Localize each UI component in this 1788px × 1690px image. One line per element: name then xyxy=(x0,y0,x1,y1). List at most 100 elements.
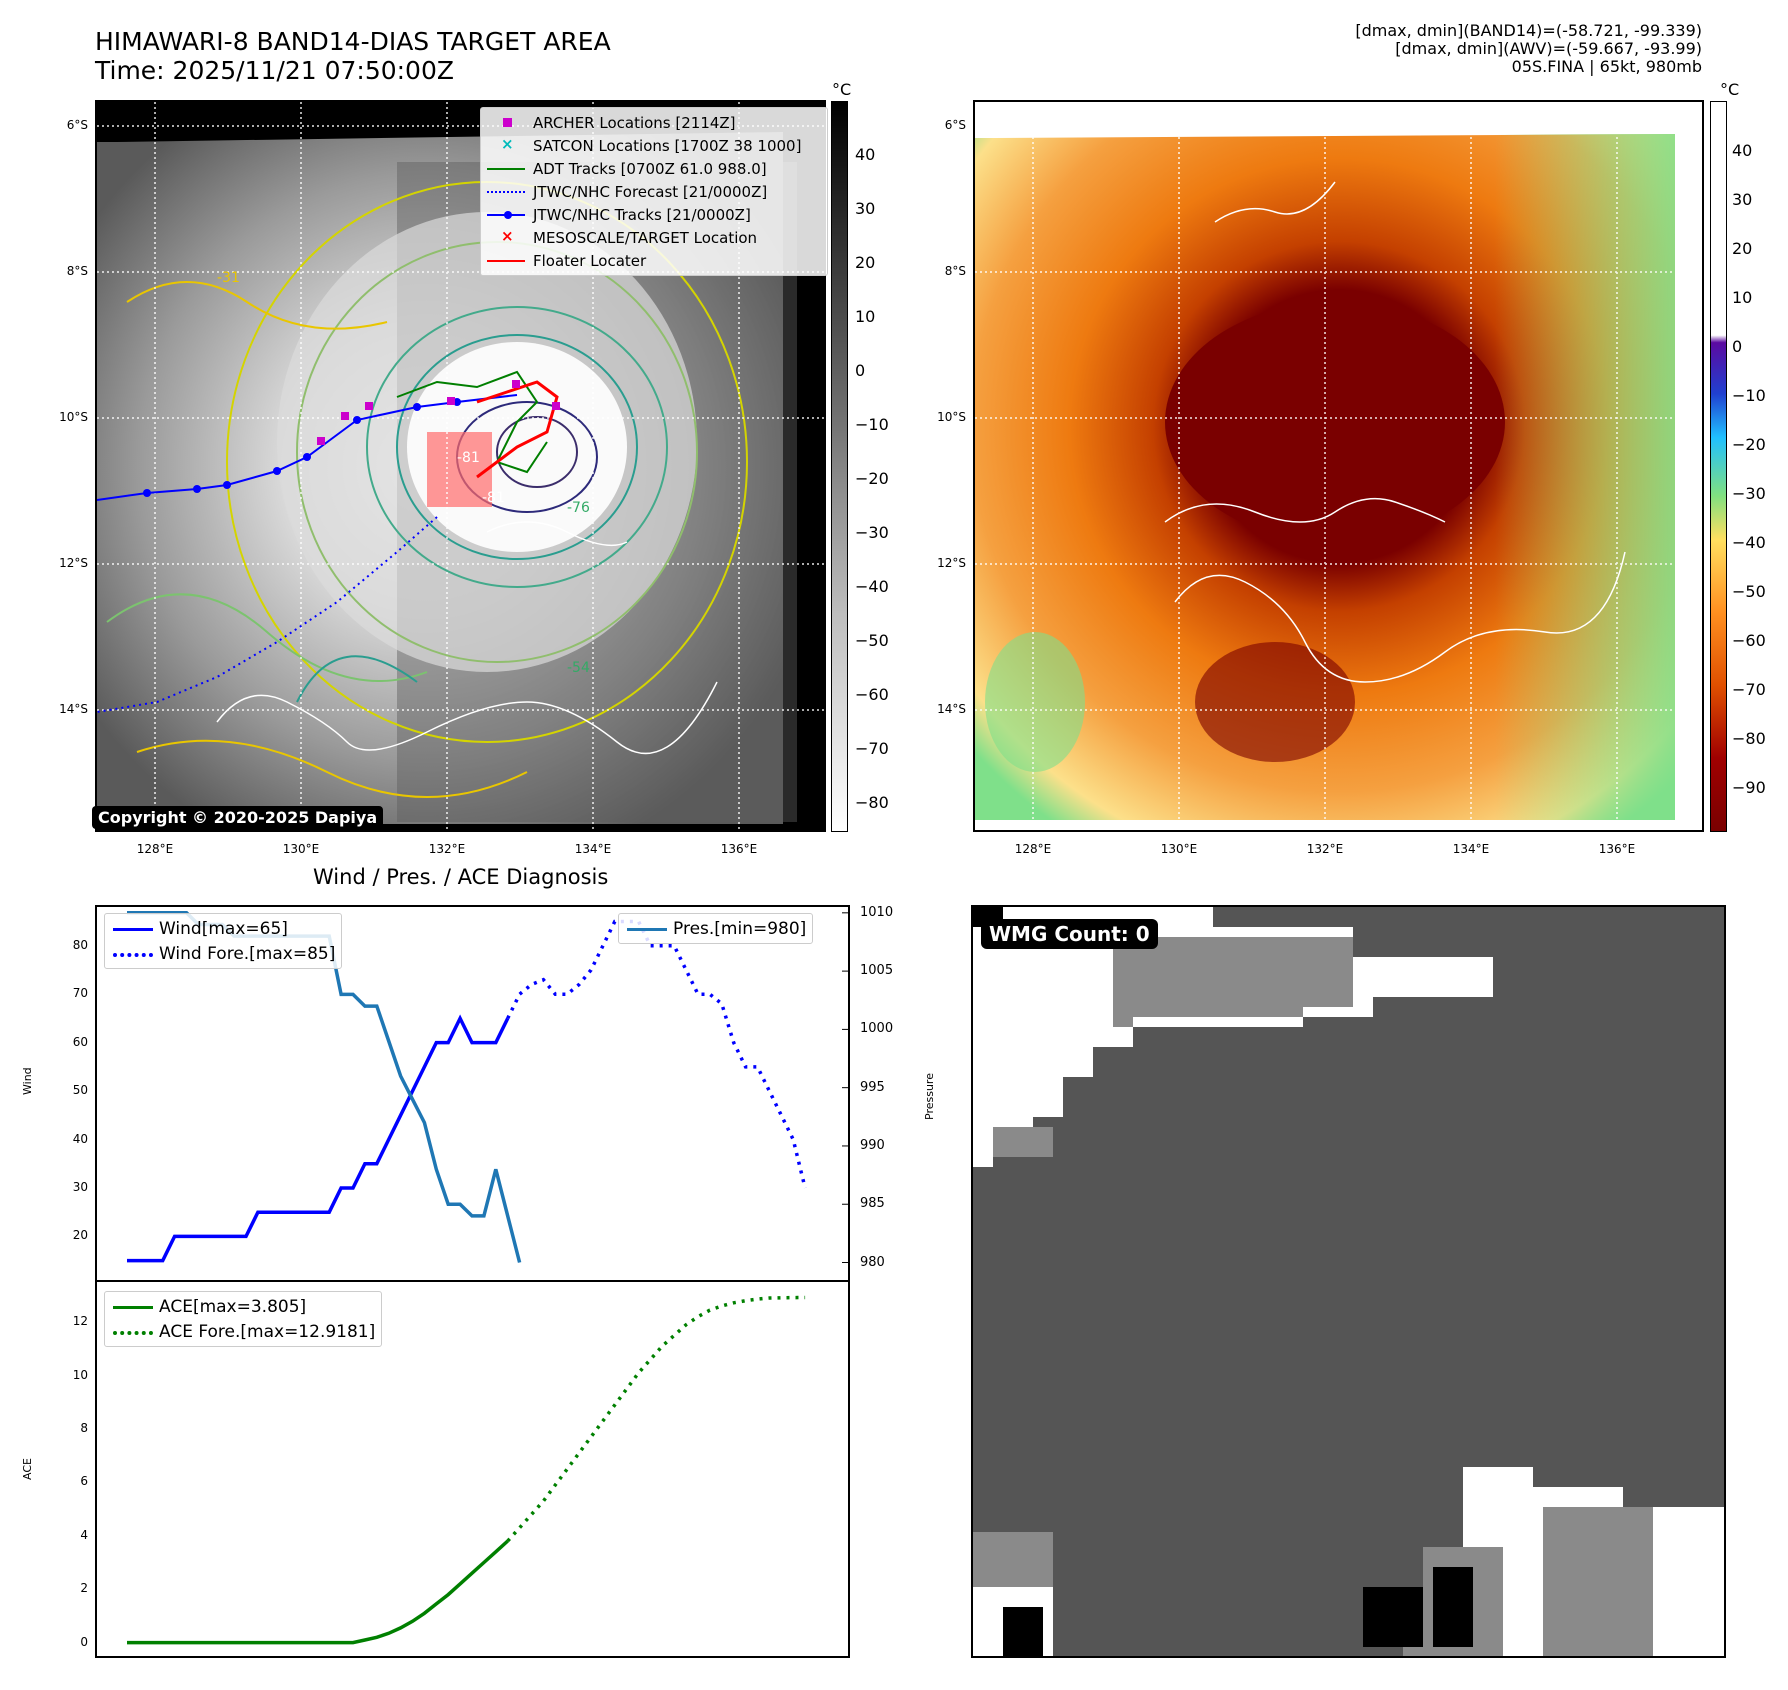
left-map-lon-axis: 128°E 130°E 132°E 134°E 136°E xyxy=(95,842,826,860)
line-icon xyxy=(485,164,533,174)
y-tick-label: 60 xyxy=(72,1034,88,1049)
lon-label: 128°E xyxy=(136,842,174,856)
wind-legend: Wind[max=65] Wind Fore.[max=85] xyxy=(104,913,343,969)
legend-entry-satcon: × SATCON Locations [1700Z 38 1000] xyxy=(485,134,823,157)
legend-entry-mesoscale: × MESOSCALE/TARGET Location xyxy=(485,226,823,249)
lat-label: 10°S xyxy=(59,410,88,424)
legend-entry-ace-forecast: ACE Fore.[max=12.9181] xyxy=(111,1319,375,1344)
svg-text:-31: -31 xyxy=(217,270,240,286)
legend-entry-archer: ARCHER Locations [2114Z] xyxy=(485,111,823,134)
wmg-image xyxy=(973,907,1724,1656)
right-map-lat-axis: 6°S 8°S 10°S 12°S 14°S xyxy=(918,100,966,832)
lat-label: 6°S xyxy=(66,118,88,132)
y-tick-label: 30 xyxy=(72,1179,88,1194)
diagnosis-title: Wind / Pres. / ACE Diagnosis xyxy=(313,865,609,889)
lat-label: 12°S xyxy=(59,556,88,570)
y-tick-label: 1005 xyxy=(860,963,894,979)
line-dot-icon xyxy=(485,210,533,220)
colorbar-tick: 10 xyxy=(1732,288,1753,307)
right-colorbar xyxy=(1710,101,1727,832)
left-colorbar-ticks: 40 30 20 10 0 −10 −20 −30 −40 −50 −60 −7… xyxy=(855,101,895,832)
lon-label: 130°E xyxy=(282,842,320,856)
colorbar-tick: −10 xyxy=(855,415,889,434)
legend-entry-pressure: Pres.[min=980] xyxy=(625,916,806,941)
pressure-y-ticks: 980 985 990 995 1000 1005 1010 xyxy=(858,905,918,1282)
wmg-count-badge: WMG Count: 0 xyxy=(981,919,1158,949)
awv-map-image xyxy=(975,102,1702,830)
dotted-line-icon xyxy=(111,949,159,959)
lat-label: 12°S xyxy=(937,556,966,570)
y-tick-label: 40 xyxy=(72,1131,88,1146)
y-tick-label: 10 xyxy=(72,1367,88,1382)
y-tick-label: 2 xyxy=(80,1581,88,1596)
colorbar-tick: −30 xyxy=(855,523,889,542)
y-tick-label: 6 xyxy=(80,1474,88,1489)
legend-entry-wind-forecast: Wind Fore.[max=85] xyxy=(111,941,335,966)
ace-panel xyxy=(95,1280,850,1658)
legend-entry-jtwc-tracks: JTWC/NHC Tracks [21/0000Z] xyxy=(485,203,823,226)
left-colorbar-unit: °C xyxy=(832,80,852,99)
lon-label: 136°E xyxy=(1598,842,1636,856)
wind-y-ticks: 20 30 40 50 60 70 80 xyxy=(40,905,88,1282)
right-colorbar-ticks: 40 30 20 10 0 −10 −20 −30 −40 −50 −60 −7… xyxy=(1732,101,1772,832)
colorbar-tick: −60 xyxy=(855,685,889,704)
lat-label: 8°S xyxy=(66,264,88,278)
line-icon xyxy=(625,924,673,934)
colorbar-tick: −40 xyxy=(1732,533,1766,552)
left-map-lat-axis: 6°S 8°S 10°S 12°S 14°S xyxy=(40,100,88,832)
colorbar-tick: −10 xyxy=(1732,386,1766,405)
colorbar-tick: 10 xyxy=(855,307,876,326)
lon-label: 130°E xyxy=(1160,842,1198,856)
awv-map-panel xyxy=(973,100,1704,832)
colorbar-tick: −90 xyxy=(1732,778,1766,797)
y-tick-label: 995 xyxy=(860,1079,885,1095)
series-line xyxy=(127,1014,510,1263)
y-tick-label: 985 xyxy=(860,1196,885,1212)
y-tick-label: 20 xyxy=(72,1228,88,1243)
y-tick-label: 50 xyxy=(72,1083,88,1098)
colorbar-tick: 30 xyxy=(855,199,876,218)
colorbar-tick: 40 xyxy=(855,145,876,164)
line-icon xyxy=(111,924,159,934)
colorbar-tick: −30 xyxy=(1732,484,1766,503)
lon-label: 136°E xyxy=(720,842,758,856)
svg-text:-76: -76 xyxy=(567,500,590,516)
x-marker-icon: × xyxy=(501,226,514,245)
y-tick-label: 8 xyxy=(80,1420,88,1435)
meta-line-1: [dmax, dmin](BAND14)=(-58.721, -99.339) xyxy=(1355,21,1702,40)
colorbar-tick: −50 xyxy=(855,631,889,650)
dotted-line-icon xyxy=(111,1327,159,1337)
colorbar-tick: −80 xyxy=(1732,729,1766,748)
y-tick-label: 1000 xyxy=(860,1021,894,1037)
legend-entry-ace: ACE[max=3.805] xyxy=(111,1294,375,1319)
lon-label: 134°E xyxy=(574,842,612,856)
y-tick-label: 0 xyxy=(80,1634,88,1649)
series-line xyxy=(506,919,807,1189)
lat-label: 8°S xyxy=(944,264,966,278)
legend-entry-wind: Wind[max=65] xyxy=(111,916,335,941)
line-icon xyxy=(111,1302,159,1312)
svg-text:-81: -81 xyxy=(482,490,505,506)
colorbar-tick: 20 xyxy=(855,253,876,272)
title-line-1: HIMAWARI-8 BAND14-DIAS TARGET AREA xyxy=(95,27,611,56)
lon-label: 128°E xyxy=(1014,842,1052,856)
svg-text:-81: -81 xyxy=(457,450,480,466)
ace-plot xyxy=(127,1295,806,1645)
colorbar-tick: −50 xyxy=(1732,582,1766,601)
right-map-lon-axis: 128°E 130°E 132°E 134°E 136°E xyxy=(973,842,1704,860)
figure-title: HIMAWARI-8 BAND14-DIAS TARGET AREA Time:… xyxy=(95,27,611,85)
legend-entry-floater: Floater Locater xyxy=(485,249,823,272)
lat-label: 10°S xyxy=(937,410,966,424)
lat-label: 6°S xyxy=(944,118,966,132)
line-icon xyxy=(485,256,533,266)
svg-text:-54: -54 xyxy=(567,660,590,676)
pressure-legend: Pres.[min=980] xyxy=(618,913,814,944)
y-tick-label: 1010 xyxy=(860,904,894,920)
ace-axis-label: ACE xyxy=(21,1458,34,1480)
ir-map-image: -81 -81 -76 -31 -54 xyxy=(97,102,824,830)
legend-entry-adt: ADT Tracks [0700Z 61.0 988.0] xyxy=(485,157,823,180)
lat-label: 14°S xyxy=(937,702,966,716)
legend-entry-jtwc-forecast: JTWC/NHC Forecast [21/0000Z] xyxy=(485,180,823,203)
ace-y-ticks: 0 2 4 6 8 10 12 xyxy=(40,1280,88,1658)
series-line xyxy=(127,1539,509,1645)
